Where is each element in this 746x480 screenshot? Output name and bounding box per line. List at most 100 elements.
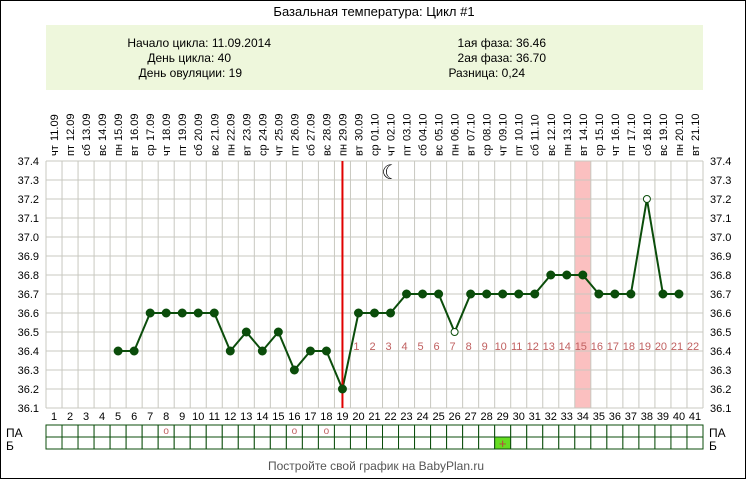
weekday-label: пт bbox=[402, 145, 414, 156]
date-label: 03.10 bbox=[402, 113, 414, 141]
weekday-label: вс bbox=[546, 144, 558, 156]
b-cell bbox=[77, 436, 95, 450]
luteal-day-label: 21 bbox=[671, 341, 683, 353]
b-cell bbox=[189, 436, 207, 450]
day-number-label: 29 bbox=[497, 411, 509, 423]
b-cell bbox=[574, 436, 592, 450]
weekday-label: пт bbox=[289, 145, 301, 156]
day-number-label: 24 bbox=[416, 411, 428, 423]
day-number-label: 23 bbox=[400, 411, 412, 423]
pa-cell bbox=[45, 424, 63, 438]
weekday-label: пт bbox=[65, 145, 77, 156]
weekday-label: сб bbox=[81, 144, 93, 156]
date-label: 18.09 bbox=[161, 113, 173, 141]
day-number-label: 18 bbox=[320, 411, 332, 423]
temperature-point bbox=[594, 289, 604, 299]
day-number-label: 26 bbox=[448, 411, 460, 423]
pa-marker: o bbox=[292, 426, 298, 437]
weekday-label: ср bbox=[145, 144, 157, 156]
weekday-label: чт bbox=[498, 145, 510, 156]
pa-cell bbox=[109, 424, 127, 438]
luteal-day-label: 6 bbox=[434, 341, 440, 353]
weekday-label: сб bbox=[305, 144, 317, 156]
b-cell bbox=[462, 436, 480, 450]
day-number-label: 22 bbox=[384, 411, 396, 423]
day-number-label: 30 bbox=[513, 411, 525, 423]
b-cell bbox=[622, 436, 640, 450]
date-label: 17.10 bbox=[626, 113, 638, 141]
day-number-label: 32 bbox=[545, 411, 557, 423]
excluded-temperature-point bbox=[642, 195, 651, 203]
b-cell bbox=[365, 436, 384, 450]
y-tick-label-left: 37.0 bbox=[18, 232, 39, 244]
weekday-label: ср bbox=[257, 144, 269, 156]
b-cell bbox=[686, 436, 704, 450]
temperature-point bbox=[113, 346, 123, 356]
y-tick-label-right: 36.4 bbox=[710, 346, 731, 358]
temperature-point bbox=[177, 308, 187, 318]
weekday-label: вт bbox=[578, 145, 590, 156]
pa-cell bbox=[141, 424, 159, 438]
y-tick-label-right: 37.0 bbox=[710, 232, 731, 244]
y-tick-label-left: 36.6 bbox=[18, 308, 39, 320]
temperature-point bbox=[626, 289, 636, 299]
day-number-label: 5 bbox=[115, 411, 121, 423]
temperature-point bbox=[321, 346, 331, 356]
luteal-day-label: 13 bbox=[543, 341, 555, 353]
luteal-day-label: 10 bbox=[495, 341, 507, 353]
temperature-point bbox=[434, 289, 444, 299]
footer-link[interactable]: Постройте свой график на BabyPlan.ru bbox=[268, 459, 484, 473]
b-cell bbox=[670, 436, 688, 450]
pa-cell bbox=[654, 424, 672, 438]
luteal-day-label: 4 bbox=[401, 341, 407, 353]
luteal-day-label: 14 bbox=[559, 341, 571, 353]
luteal-day-label: 19 bbox=[639, 341, 651, 353]
y-tick-label-left: 37.1 bbox=[18, 213, 39, 225]
weekday-label: ср bbox=[594, 144, 606, 156]
luteal-day-label: 8 bbox=[466, 341, 472, 353]
phase2-avg: 2ая фаза: 36.70 bbox=[458, 51, 547, 65]
temperature-point bbox=[289, 365, 299, 375]
b-cell bbox=[333, 436, 351, 450]
pa-cell bbox=[462, 424, 480, 438]
day-number-label: 19 bbox=[336, 411, 348, 423]
day-number-label: 21 bbox=[368, 411, 380, 423]
date-label: 20.10 bbox=[674, 113, 686, 141]
luteal-day-label: 16 bbox=[591, 341, 603, 353]
date-label: 29.09 bbox=[337, 113, 349, 141]
date-label: 10.10 bbox=[514, 113, 526, 141]
pa-cell bbox=[446, 424, 464, 438]
day-number-label: 40 bbox=[673, 411, 685, 423]
weekday-label: чт bbox=[273, 145, 285, 156]
day-number-label: 41 bbox=[689, 411, 701, 423]
day-number-label: 6 bbox=[131, 411, 137, 423]
pa-cell bbox=[125, 424, 143, 438]
y-tick-label-right: 36.2 bbox=[710, 384, 731, 396]
luteal-day-label: 5 bbox=[418, 341, 424, 353]
b-cell bbox=[478, 436, 496, 450]
pa-cell bbox=[205, 424, 223, 438]
pa-cell bbox=[510, 424, 528, 438]
date-label: 07.10 bbox=[466, 113, 478, 141]
day-number-label: 33 bbox=[561, 411, 573, 423]
b-cell bbox=[221, 436, 239, 450]
pa-cell bbox=[61, 424, 79, 438]
temperature-point bbox=[482, 289, 492, 299]
weekday-label: пт bbox=[514, 145, 526, 156]
y-tick-label-right: 36.5 bbox=[710, 327, 731, 339]
weekday-label: пн bbox=[337, 144, 349, 156]
y-tick-label-right: 36.9 bbox=[710, 251, 731, 263]
date-label: 13.10 bbox=[562, 113, 574, 141]
weekday-label: сб bbox=[530, 144, 542, 156]
weekday-label: пн bbox=[450, 144, 462, 156]
b-cell bbox=[125, 436, 143, 450]
b-cell bbox=[430, 436, 448, 450]
luteal-day-label: 1 bbox=[353, 341, 359, 353]
day-number-label: 25 bbox=[432, 411, 444, 423]
temperature-point bbox=[193, 308, 203, 318]
y-tick-label-right: 36.3 bbox=[710, 365, 731, 377]
temperature-point bbox=[273, 327, 283, 337]
b-cell bbox=[606, 436, 624, 450]
luteal-day-label: 3 bbox=[385, 341, 391, 353]
day-number-label: 28 bbox=[481, 411, 493, 423]
